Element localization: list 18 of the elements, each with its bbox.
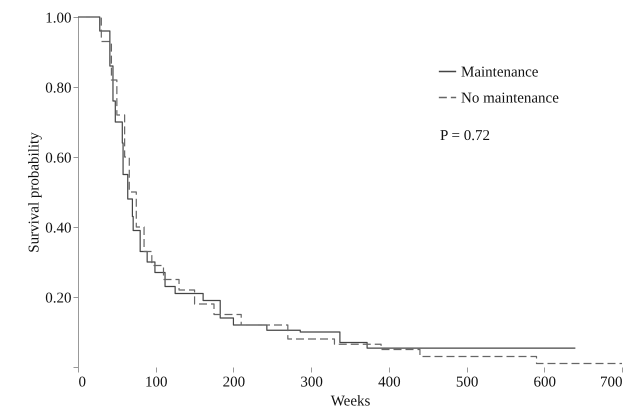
y-tick-label: 0.20 [45,290,72,306]
legend-label: No maintenance [461,90,560,106]
y-tick-label: 0.40 [45,220,72,236]
annotation: P = 0.72 [440,128,490,144]
y-tick-label: 0.80 [45,80,72,96]
y-axis-title: Survival probability [26,132,42,253]
x-tick-label: 300 [300,374,323,390]
x-tick-label: 600 [534,374,556,390]
x-tick-label: 100 [144,374,168,390]
x-tick-label: 400 [378,374,401,390]
y-tick-label: 0.60 [45,150,72,166]
x-tick-label: 700 [600,374,622,390]
x-tick-label: 200 [222,374,246,390]
legend-label: Maintenance [461,64,539,80]
x-tick-label: 500 [456,374,478,390]
x-tick-label: 0 [78,374,86,390]
y-tick-label: 1.00 [45,10,72,26]
x-axis-title: Weeks [330,394,370,410]
